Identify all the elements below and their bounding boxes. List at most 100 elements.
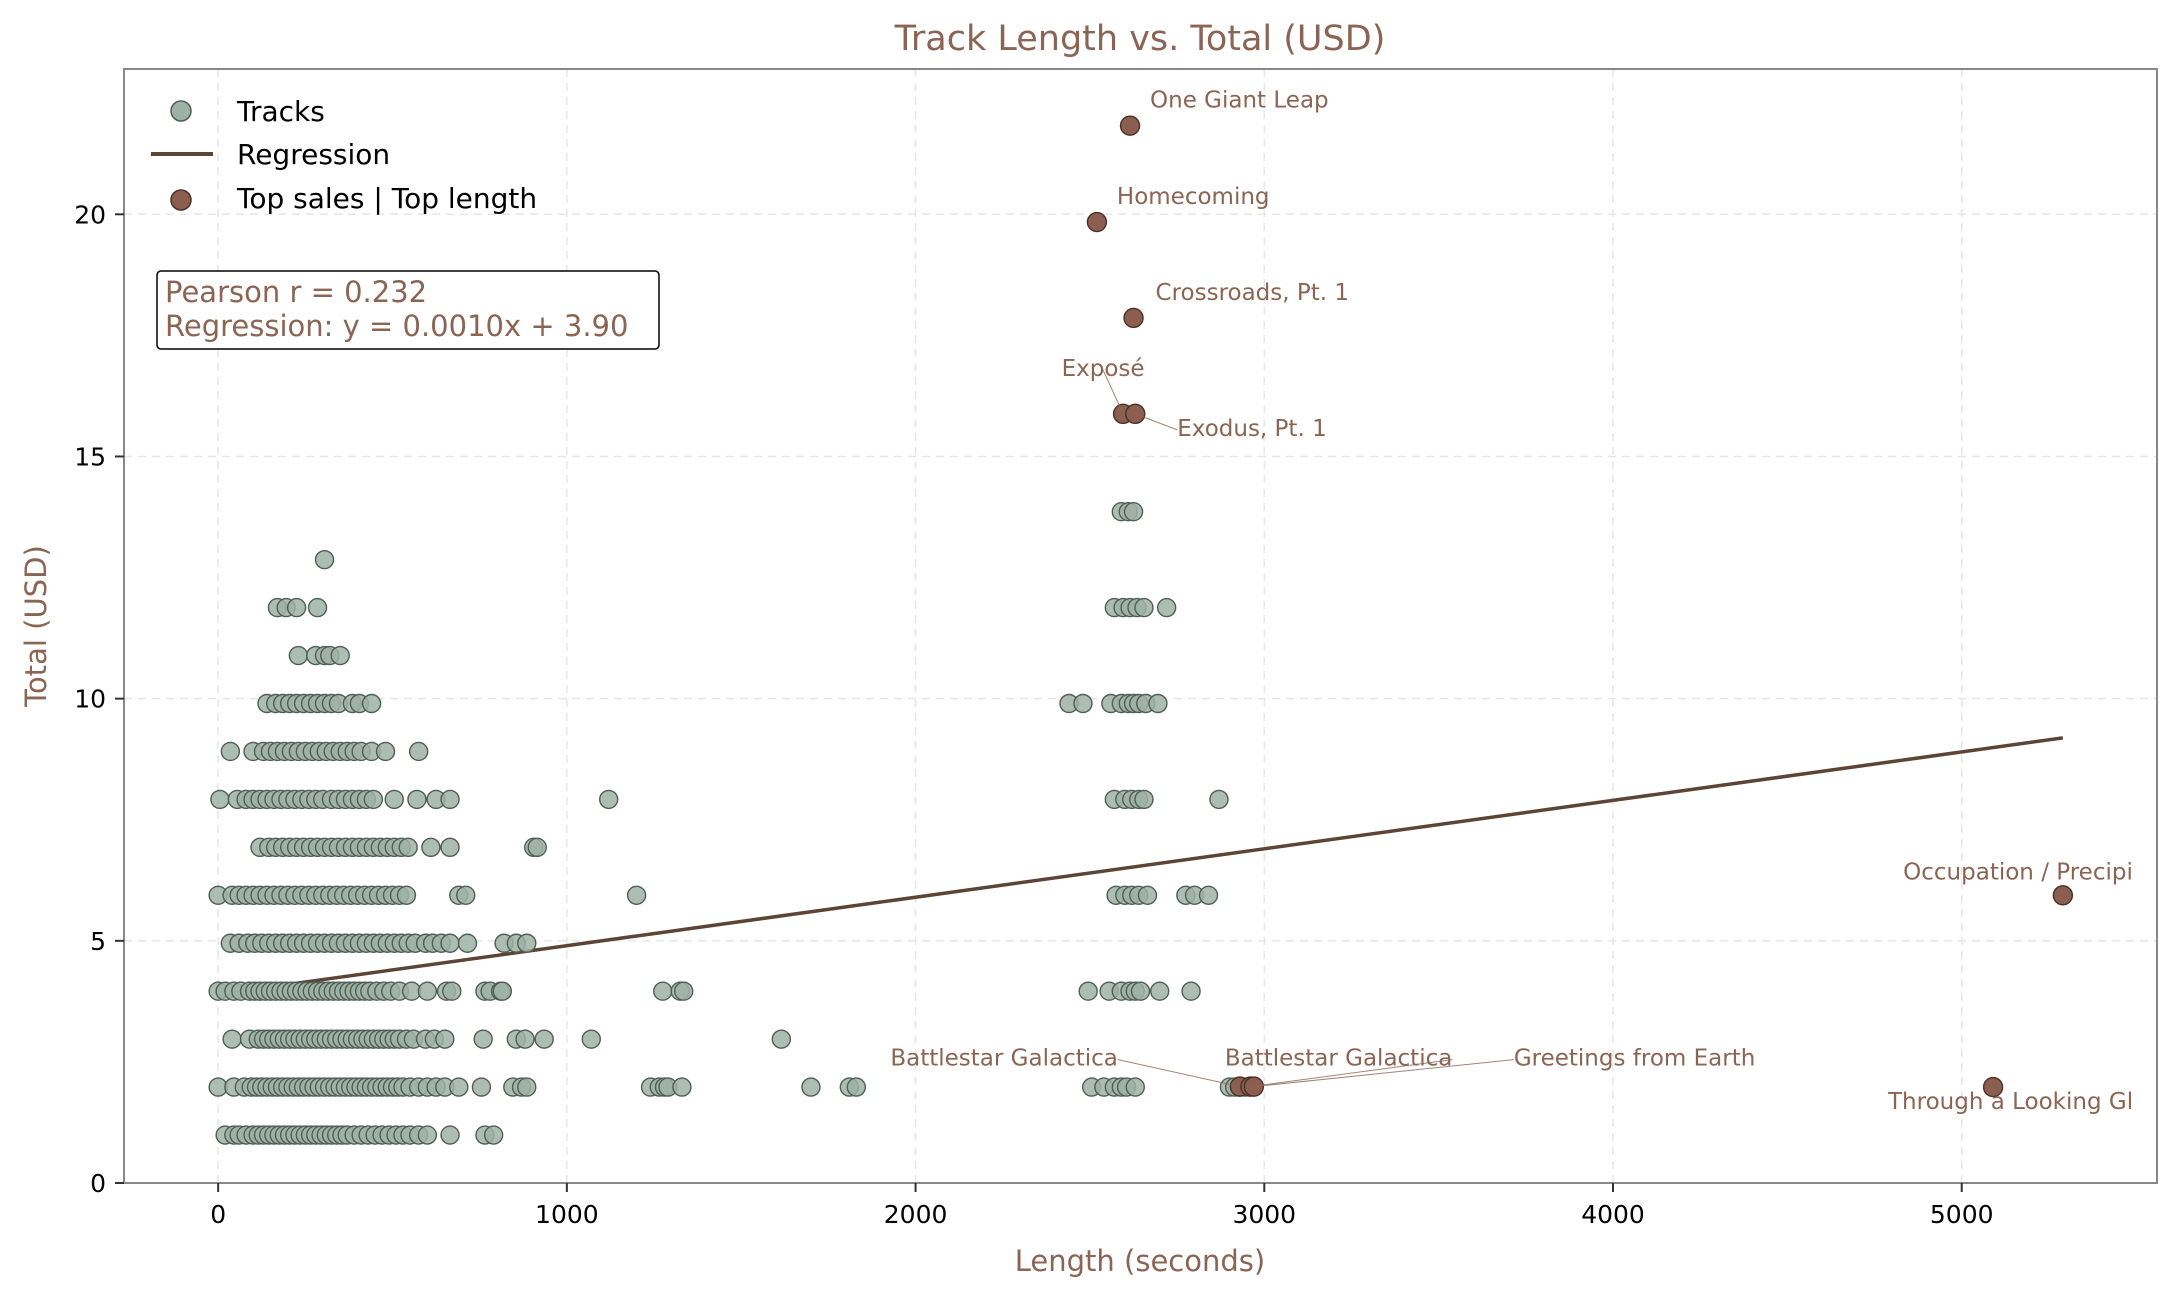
track-point: [846, 1077, 866, 1097]
track-point: [1125, 1077, 1145, 1097]
track-point: [771, 1029, 792, 1049]
track-point: [408, 741, 429, 762]
track-point: [442, 981, 462, 1001]
track-point: [1209, 789, 1229, 810]
legend-item-regression: Regression: [237, 138, 390, 171]
annotation-label: Greetings from Earth: [1514, 1046, 1755, 1072]
track-point: [801, 1077, 821, 1097]
track-point: [483, 1125, 504, 1145]
y-tick-label: 20: [74, 200, 106, 229]
x-tick-label: 5000: [1930, 1200, 1994, 1229]
track-point: [417, 981, 438, 1001]
track-point: [1134, 597, 1154, 618]
track-point: [672, 1077, 692, 1097]
y-tick-label: 10: [74, 685, 106, 714]
track-point: [440, 1125, 460, 1145]
track-point: [363, 789, 384, 810]
annotations: One Giant Leap Homecoming Crossroads, Pt. …: [890, 88, 2133, 1115]
track-point: [1123, 501, 1144, 522]
track-point: [1156, 597, 1177, 618]
x-tick-label: 0: [210, 1200, 226, 1229]
y-axis-label: Total (USD): [19, 545, 53, 708]
highlight-points: [1086, 115, 2074, 1098]
legend-highlight-marker: [170, 189, 192, 211]
track-point: [653, 981, 673, 1001]
annotation-label: Exodus, Pt. 1: [1177, 416, 1326, 442]
track-point: [599, 789, 619, 810]
track-point: [517, 933, 537, 953]
annotation-leader: [1250, 1059, 1453, 1088]
track-point: [1181, 981, 1201, 1001]
track-point: [210, 789, 230, 810]
track-point: [361, 693, 382, 714]
annotation-label: Occupation / Precipi: [1903, 859, 2133, 885]
x-axis-label: Length (seconds): [1015, 1244, 1265, 1278]
track-point: [473, 1029, 493, 1049]
regression-text: Regression: y = 0.0010x + 3.90: [165, 309, 628, 343]
track-point: [435, 1029, 455, 1049]
track-point: [1137, 885, 1158, 905]
track-point: [534, 1029, 554, 1049]
annotation-label: Battlestar Galactica: [1225, 1046, 1453, 1072]
highlight-point: [1123, 307, 1144, 329]
track-point: [1148, 693, 1168, 714]
y-tick-label: 0: [90, 1169, 106, 1198]
track-point: [440, 837, 460, 858]
track-point: [396, 885, 417, 905]
annotation-label: Homecoming: [1117, 184, 1270, 210]
highlight-point: [1119, 115, 1141, 136]
x-tick-label: 1000: [535, 1200, 599, 1229]
annotation-label: Exposé: [1062, 356, 1145, 382]
track-point: [220, 741, 241, 762]
y-tick-label: 15: [74, 442, 106, 471]
annotation-leader: [1117, 1059, 1240, 1088]
plot-frame: [123, 68, 2158, 1184]
track-point: [1149, 981, 1170, 1001]
annotation-label: Through a Looking Gl: [1887, 1089, 2133, 1115]
track-point: [515, 1029, 535, 1049]
annotation-label: One Giant Leap: [1150, 88, 1329, 114]
track-point: [527, 837, 547, 858]
chart-title: Track Length vs. Total (USD): [894, 19, 1386, 59]
highlight-point: [2052, 885, 2074, 906]
regression-layer: [231, 736, 2064, 994]
x-tick-label: 2000: [884, 1200, 948, 1229]
track-point: [1078, 981, 1098, 1001]
highlight-point: [1982, 1076, 2004, 1098]
track-point: [398, 837, 418, 858]
track-point: [440, 789, 460, 810]
annotation-leader: [1102, 369, 1124, 415]
annotation-leader: [1135, 413, 1178, 431]
annotation-label: Crossroads, Pt. 1: [1156, 280, 1350, 306]
y-axis-ticks: 0 5 10 15 20: [74, 200, 124, 1198]
track-point: [457, 933, 478, 953]
track-point: [581, 1029, 601, 1049]
track-point: [1073, 693, 1093, 714]
annotation-label: Battlestar Galactica: [890, 1046, 1118, 1072]
track-points: [208, 501, 1255, 1145]
track-point: [384, 789, 404, 810]
highlight-point: [1086, 211, 1108, 233]
track-point: [288, 645, 309, 666]
track-point: [626, 885, 647, 905]
x-tick-label: 4000: [1581, 1200, 1645, 1229]
legend-item-top: Top sales | Top length: [236, 182, 537, 215]
track-point: [375, 741, 396, 762]
track-point: [449, 1077, 469, 1097]
track-point: [307, 597, 328, 618]
track-point: [1134, 789, 1154, 810]
track-point: [407, 789, 427, 810]
annotation-leader: [1253, 1059, 1514, 1088]
track-point: [222, 1029, 242, 1049]
legend: Tracks Regression Top sales | Top length: [151, 95, 537, 215]
gridlines: [124, 69, 2157, 1184]
x-tick-label: 3000: [1232, 1200, 1296, 1229]
pearson-text: Pearson r = 0.232: [165, 275, 427, 309]
legend-track-marker: [170, 100, 192, 122]
track-point: [417, 1125, 438, 1145]
x-axis-ticks: 0 1000 2000 3000 4000 5000: [210, 1183, 1994, 1229]
track-point: [471, 1077, 492, 1097]
track-point: [456, 885, 476, 905]
track-point: [314, 549, 335, 570]
